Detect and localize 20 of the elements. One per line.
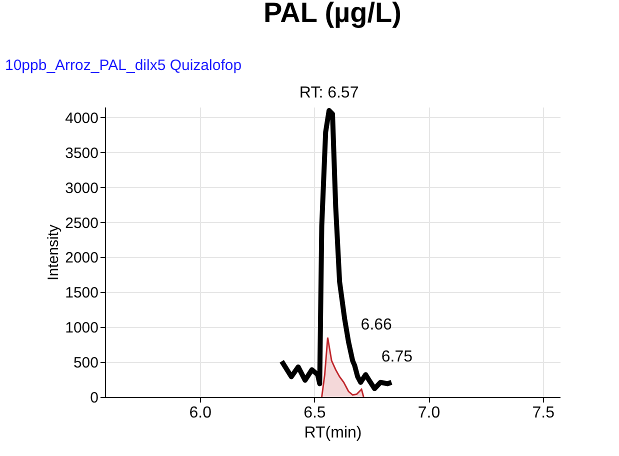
- y-tick-label: 4000: [65, 110, 98, 127]
- y-tick-label: 1000: [65, 320, 98, 337]
- chart-title: PAL (µg/L): [264, 0, 402, 28]
- y-tick-label: 500: [73, 354, 98, 372]
- x-tick-label: 6.5: [304, 404, 326, 422]
- y-tick-label: 1500: [65, 284, 98, 302]
- annotation: 6.66: [360, 316, 392, 334]
- annotation: RT: 6.57: [299, 84, 359, 102]
- y-tick-label: 2500: [65, 214, 98, 232]
- y-tick-label: 3000: [65, 180, 98, 197]
- y-tick-label: 2000: [65, 250, 98, 267]
- x-tick-label: 6.0: [189, 404, 212, 422]
- x-tick-label: 7.5: [532, 404, 555, 422]
- x-tick-label: 7.0: [418, 404, 440, 422]
- y-tick-label: 3500: [65, 144, 98, 162]
- y-tick-label: 0: [90, 390, 98, 406]
- annotation: 6.75: [381, 348, 413, 366]
- x-axis-title: RT(min): [304, 424, 362, 442]
- y-axis-title: Intensity: [45, 224, 62, 280]
- chart-subtitle: 10ppb_Arroz_PAL_dilx5 Quizalofop: [5, 57, 242, 74]
